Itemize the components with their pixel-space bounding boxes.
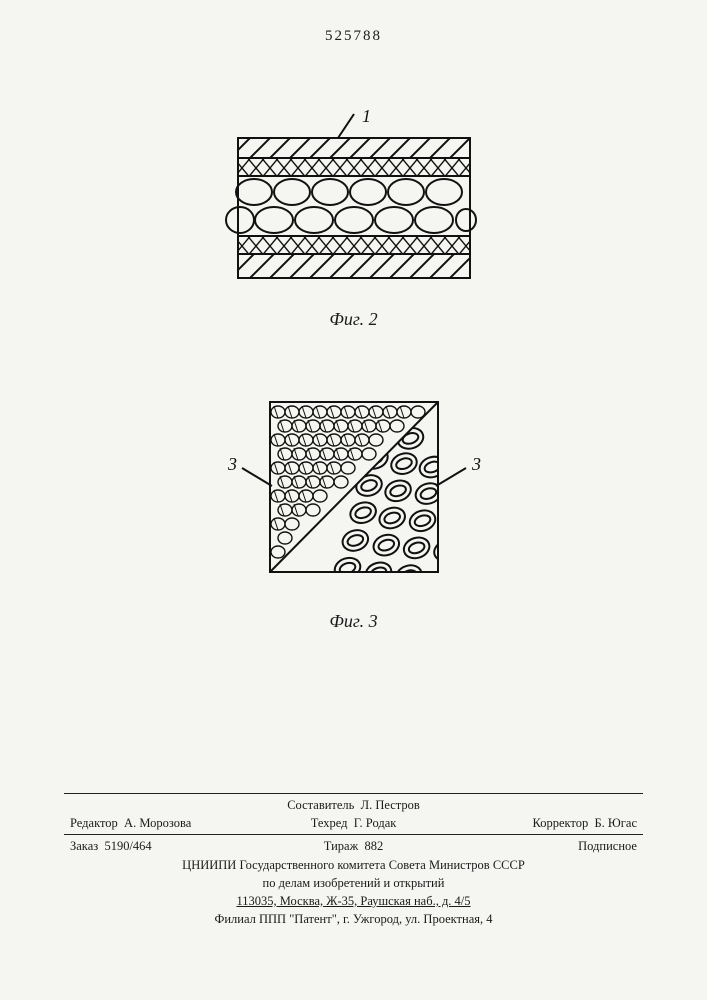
order-label: Заказ — [70, 839, 98, 853]
figure-3-svg: 3 3 — [194, 390, 514, 600]
circ-num: 882 — [364, 839, 383, 853]
figure-2: 1 — [0, 108, 707, 330]
editor-label: Редактор — [70, 816, 118, 830]
figure-2-svg: 1 — [194, 108, 514, 298]
figure-2-caption: Фиг. 2 — [0, 309, 707, 330]
techred-label: Техред — [311, 816, 348, 830]
fig3-callout-left: 3 — [227, 454, 237, 474]
fig2-callout: 1 — [362, 108, 371, 126]
subscription: Подписное — [448, 837, 637, 855]
page-number: 525788 — [0, 28, 707, 45]
corrector-label: Корректор — [533, 816, 589, 830]
corrector-name: Б. Югас — [595, 816, 638, 830]
order-num: 5190/464 — [104, 839, 151, 853]
techred-name: Г. Родак — [354, 816, 397, 830]
address-2: Филиал ППП "Патент", г. Ужгород, ул. Про… — [64, 910, 643, 928]
org-line-1: ЦНИИПИ Государственного комитета Совета … — [64, 856, 643, 874]
compiler-label: Составитель — [287, 798, 354, 812]
circ-label: Тираж — [324, 839, 358, 853]
org-line-2: по делам изобретений и открытий — [64, 874, 643, 892]
colophon: Составитель Л. Пестров Редактор А. Мороз… — [64, 791, 643, 928]
figure-3: 3 3 Фиг. 3 — [0, 390, 707, 632]
figure-3-caption: Фиг. 3 — [0, 611, 707, 632]
address-1: 113035, Москва, Ж-35, Раушская наб., д. … — [64, 892, 643, 910]
fig3-callout-right: 3 — [471, 454, 481, 474]
editor-name: А. Морозова — [124, 816, 191, 830]
compiler-name: Л. Пестров — [361, 798, 420, 812]
